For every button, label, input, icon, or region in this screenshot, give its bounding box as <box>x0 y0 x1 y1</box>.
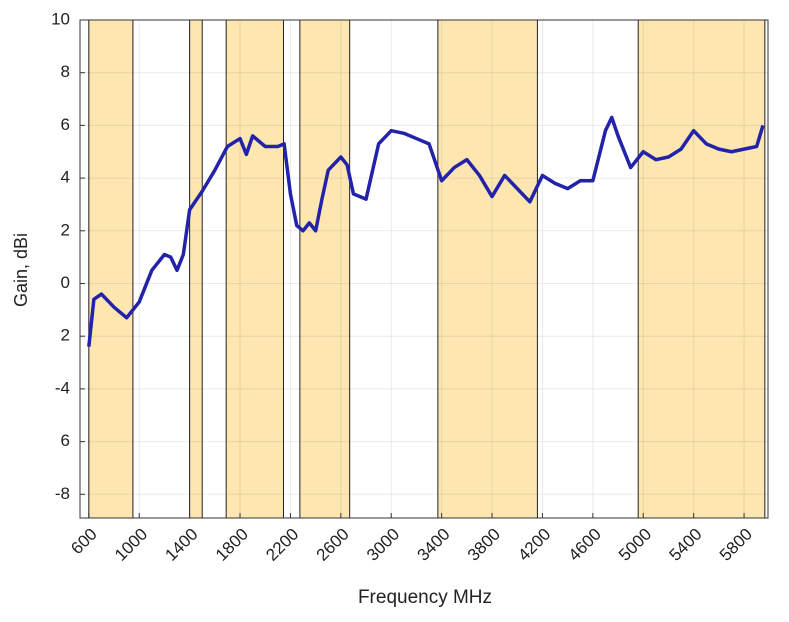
y-tick-label: -8 <box>55 484 70 503</box>
y-tick-label: 10 <box>51 9 70 28</box>
x-tick-label: 5800 <box>716 525 756 565</box>
x-axis-label: Frequency MHz <box>358 587 492 608</box>
y-tick-label: 8 <box>61 62 70 81</box>
x-tick-label: 4600 <box>565 525 605 565</box>
x-tick-label: 1800 <box>212 525 252 565</box>
band <box>637 19 766 519</box>
band <box>299 19 351 519</box>
y-tick-label: 4 <box>61 168 70 187</box>
band <box>88 19 134 519</box>
y-tick-label: -4 <box>55 378 70 397</box>
x-tick-label: 1000 <box>111 525 151 565</box>
series-line <box>87 115 765 347</box>
y-tick-label: 2 <box>61 220 70 239</box>
band <box>437 19 538 519</box>
y-tick-label: 2 <box>61 326 70 345</box>
x-tick-label: 5000 <box>615 525 655 565</box>
band <box>225 19 285 519</box>
axes-frame <box>79 19 769 519</box>
y-tick-label: 0 <box>61 273 70 292</box>
x-tick-label: 3400 <box>413 525 453 565</box>
x-tick-label: 3000 <box>363 525 403 565</box>
x-tick-label: 3800 <box>464 525 504 565</box>
x-tick-label: 4200 <box>514 525 554 565</box>
x-tick-label: 600 <box>67 525 100 558</box>
y-tick-label: 6 <box>61 115 70 134</box>
x-tick-label: 2200 <box>262 525 302 565</box>
x-tick-label: 1400 <box>161 525 201 565</box>
x-tick-label: 2600 <box>313 525 353 565</box>
y-tick-label: 6 <box>61 431 70 450</box>
x-tick-label: 5400 <box>665 525 705 565</box>
y-axis-label: Gain, dBi <box>11 233 31 307</box>
band <box>189 19 203 519</box>
